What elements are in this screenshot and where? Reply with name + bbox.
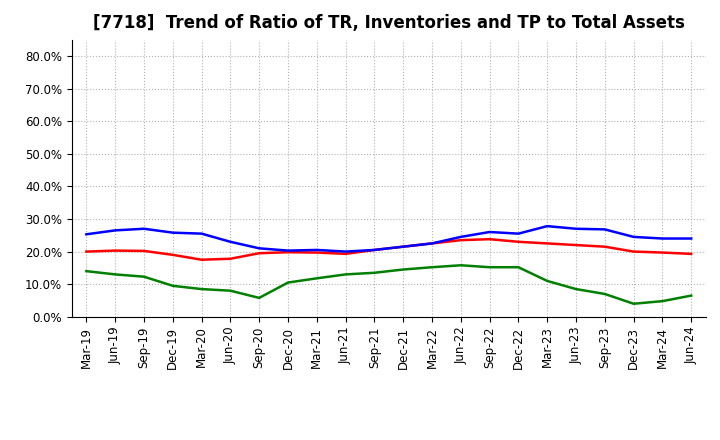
Trade Receivables (168, 252, 177, 257)
Trade Receivables (572, 242, 580, 248)
Trade Receivables (341, 251, 350, 257)
Inventories (284, 248, 292, 253)
Inventories (168, 230, 177, 235)
Trade Receivables (687, 251, 696, 257)
Trade Receivables (658, 250, 667, 255)
Inventories (428, 241, 436, 246)
Trade Receivables (428, 241, 436, 246)
Trade Payables (399, 267, 408, 272)
Line: Inventories: Inventories (86, 226, 691, 252)
Trade Receivables (82, 249, 91, 254)
Inventories (600, 227, 609, 232)
Inventories (687, 236, 696, 241)
Trade Payables (485, 264, 494, 270)
Trade Payables (687, 293, 696, 298)
Inventories (514, 231, 523, 236)
Trade Payables (168, 283, 177, 289)
Inventories (197, 231, 206, 236)
Inventories (255, 246, 264, 251)
Title: [7718]  Trend of Ratio of TR, Inventories and TP to Total Assets: [7718] Trend of Ratio of TR, Inventories… (93, 15, 685, 33)
Line: Trade Receivables: Trade Receivables (86, 239, 691, 260)
Trade Payables (629, 301, 638, 306)
Inventories (572, 226, 580, 231)
Trade Receivables (226, 256, 235, 261)
Trade Receivables (312, 250, 321, 255)
Trade Payables (572, 286, 580, 292)
Trade Payables (111, 272, 120, 277)
Inventories (629, 234, 638, 239)
Inventories (226, 239, 235, 245)
Trade Receivables (255, 250, 264, 256)
Trade Payables (284, 280, 292, 285)
Trade Payables (514, 264, 523, 270)
Trade Receivables (399, 244, 408, 249)
Inventories (111, 228, 120, 233)
Trade Payables (312, 276, 321, 281)
Inventories (82, 231, 91, 237)
Trade Receivables (543, 241, 552, 246)
Trade Payables (82, 268, 91, 274)
Trade Receivables (140, 248, 148, 253)
Inventories (456, 234, 465, 239)
Trade Receivables (514, 239, 523, 245)
Trade Receivables (370, 247, 379, 253)
Trade Payables (543, 278, 552, 283)
Trade Receivables (456, 238, 465, 243)
Inventories (543, 224, 552, 229)
Inventories (370, 247, 379, 253)
Trade Payables (658, 298, 667, 304)
Trade Receivables (485, 237, 494, 242)
Trade Payables (255, 295, 264, 301)
Trade Receivables (284, 249, 292, 255)
Inventories (399, 244, 408, 249)
Trade Payables (600, 291, 609, 297)
Inventories (658, 236, 667, 241)
Trade Receivables (600, 244, 609, 249)
Trade Payables (370, 270, 379, 275)
Trade Receivables (197, 257, 206, 262)
Trade Payables (341, 272, 350, 277)
Inventories (140, 226, 148, 231)
Trade Payables (140, 274, 148, 279)
Inventories (312, 247, 321, 253)
Trade Receivables (629, 249, 638, 254)
Trade Payables (226, 288, 235, 293)
Trade Payables (197, 286, 206, 292)
Trade Payables (456, 263, 465, 268)
Inventories (341, 249, 350, 254)
Inventories (485, 229, 494, 235)
Trade Payables (428, 264, 436, 270)
Line: Trade Payables: Trade Payables (86, 265, 691, 304)
Trade Receivables (111, 248, 120, 253)
